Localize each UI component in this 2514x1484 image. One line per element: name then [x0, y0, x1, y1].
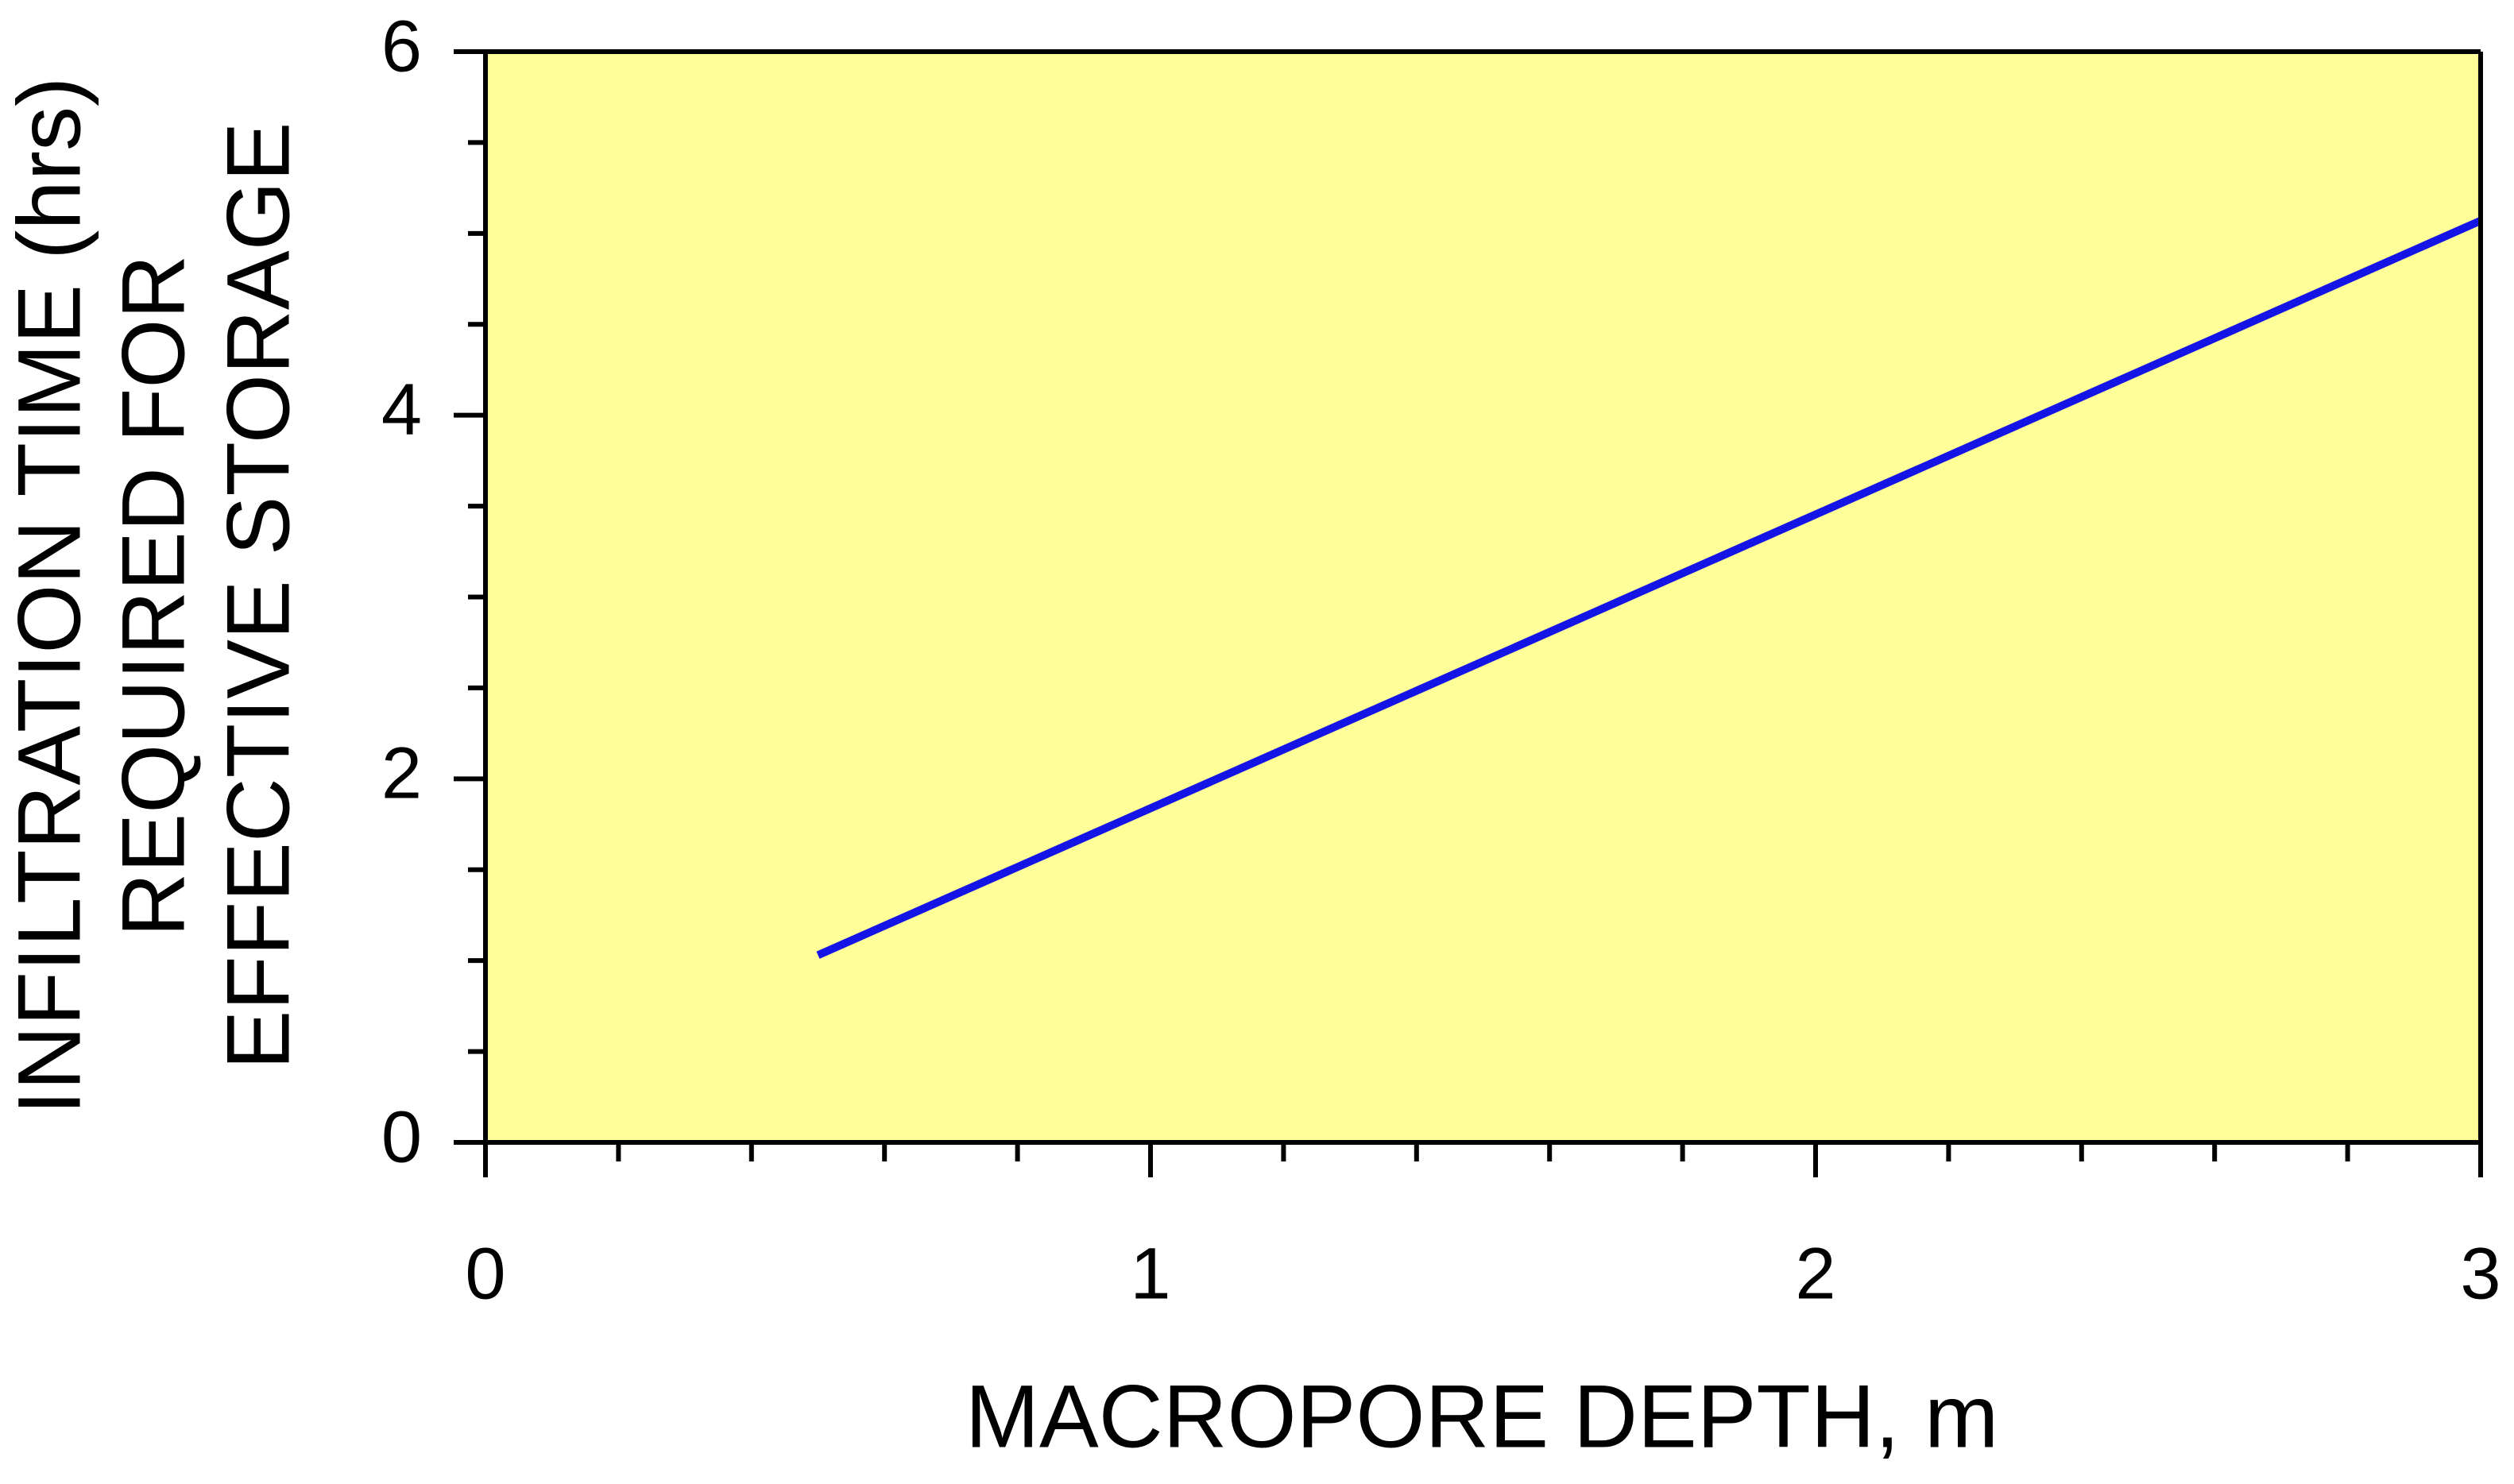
plot-area — [485, 52, 2481, 1142]
y-axis-label: EFFECTIVE STORAGE — [209, 122, 308, 1070]
data-line — [816, 217, 2483, 959]
y-tick-label: 4 — [381, 369, 422, 450]
y-axis-label: REQUIRED FOR — [104, 255, 203, 937]
x-tick-label: 2 — [1795, 1233, 1835, 1314]
x-tick-label: 1 — [1130, 1233, 1170, 1314]
x-axis-label: MACROPORE DEPTH, m — [965, 1367, 1999, 1467]
y-axis-label: INFILTRATION TIME (hrs) — [0, 77, 99, 1115]
y-tick-label: 2 — [381, 733, 422, 814]
y-tick-label: 6 — [381, 6, 422, 87]
x-tick-label: 3 — [2460, 1233, 2500, 1314]
x-tick-label: 0 — [465, 1233, 505, 1314]
y-tick-label: 0 — [381, 1096, 422, 1177]
